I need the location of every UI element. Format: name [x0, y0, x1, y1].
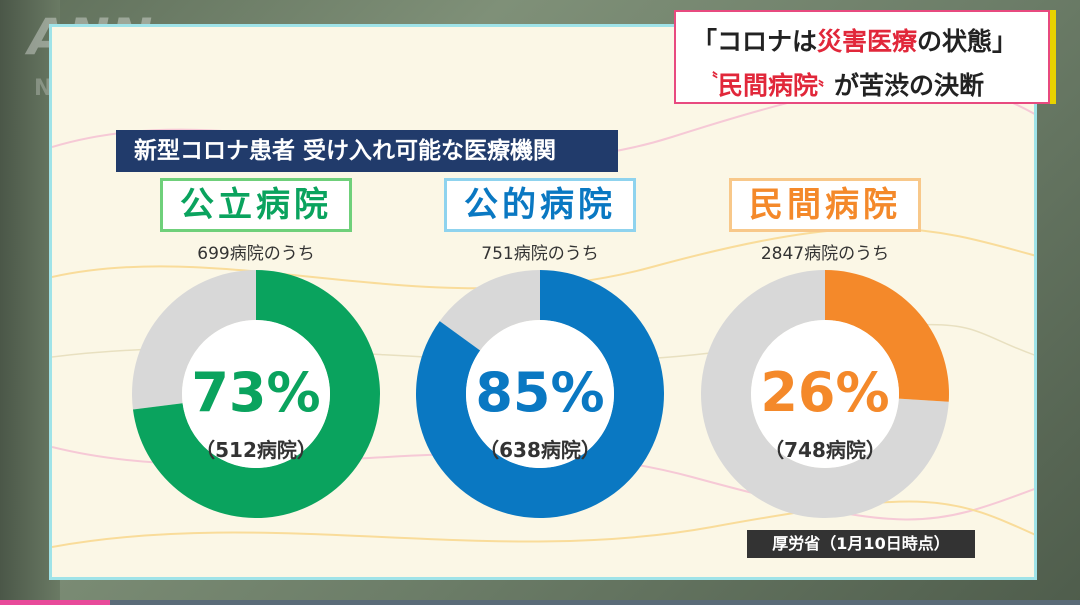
- source-note: 厚労省（1月10日時点）: [747, 530, 975, 558]
- bottom-strip: [0, 600, 1080, 605]
- headline-line-1: 「コロナは災害医療の状態」: [692, 27, 1018, 56]
- headline-box: 「コロナは災害医療の状態」 〝民間病院〟が苦渋の決断: [674, 10, 1056, 104]
- category-label-public: 公立病院: [160, 178, 352, 232]
- total-label-private: 2847病院のうち: [760, 244, 890, 264]
- total-label-semi-public: 751病院のうち: [481, 244, 599, 264]
- donut-center: [466, 320, 614, 468]
- percent-label: 85%: [475, 361, 604, 424]
- headline-line-2: 〝民間病院〟が苦渋の決断: [702, 70, 985, 100]
- category-label-semi-public: 公的病院: [444, 178, 636, 232]
- category-label-private: 民間病院: [729, 178, 921, 232]
- count-label: （748病院）: [764, 438, 886, 462]
- total-label-public: 699病院のうち: [197, 244, 315, 264]
- donut-remainder-slice: [701, 270, 949, 518]
- donut-chart-private: 26% （748病院）: [701, 270, 949, 518]
- donut-remainder-slice: [439, 270, 540, 351]
- donut-chart-semi-public: 85% （638病院）: [416, 270, 664, 518]
- count-label: （512病院）: [195, 438, 317, 462]
- donut-center: [182, 320, 330, 468]
- infographic-board: 新型コロナ患者 受け入れ可能な医療機関 公立病院 公的病院 民間病院 699病院…: [49, 24, 1037, 580]
- donut-chart-public: 73% （512病院）: [132, 270, 380, 518]
- count-label: （638病院）: [479, 438, 601, 462]
- donut-value-slice: [132, 270, 380, 518]
- chart-title: 新型コロナ患者 受け入れ可能な医療機関: [116, 130, 618, 172]
- donut-remainder-slice: [132, 270, 256, 410]
- percent-label: 26%: [760, 361, 889, 424]
- donut-center: [751, 320, 899, 468]
- donut-value-slice: [416, 270, 664, 518]
- percent-label: 73%: [191, 361, 320, 424]
- donut-value-slice: [825, 270, 949, 402]
